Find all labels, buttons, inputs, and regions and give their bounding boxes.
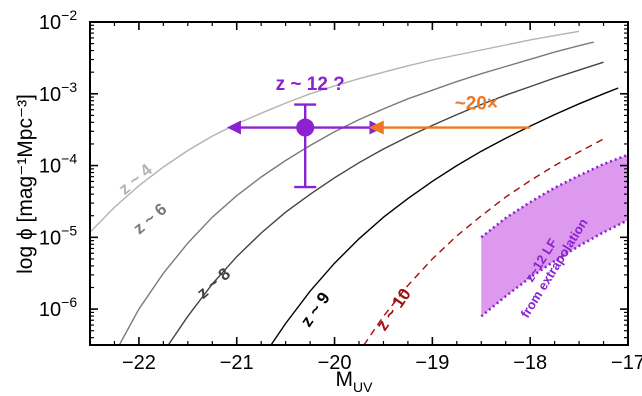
data-point-z12 — [296, 118, 315, 137]
x-tick-label: −17 — [611, 352, 642, 374]
y-tick-label: 10−6 — [39, 294, 77, 321]
lf-curve-2 — [167, 61, 604, 345]
y-tick-label: 10−3 — [39, 79, 77, 106]
y-axis-label: log ϕ [mag⁻¹Mpc⁻³] — [14, 94, 37, 274]
ticks-layer: −22 −21 −20 −19 −18 −17 10−6 10−5 10−4 10−3 10−2 — [39, 7, 642, 374]
band-lower-edge — [480, 218, 628, 318]
arrow-left-head — [226, 120, 241, 135]
y-tick-label: 10−5 — [39, 222, 77, 249]
x-tick-label: −19 — [415, 352, 449, 374]
x-axis-label: MUV — [336, 368, 374, 395]
x-tick-label: −22 — [122, 352, 156, 374]
curves-layer — [90, 30, 619, 345]
curve-label-1: z ~ 6 — [130, 199, 171, 238]
point-label: z ~ 12 ? — [276, 74, 345, 95]
x-tick-label: −20 — [318, 352, 352, 374]
curve-label-4: z ~ 10 — [372, 285, 414, 334]
offset-arrow-head — [368, 120, 384, 135]
lf-curve-4 — [363, 138, 604, 345]
plot-frame — [89, 21, 629, 346]
x-tick-label: −18 — [513, 352, 547, 374]
y-tick-label: 10−2 — [39, 7, 77, 34]
lf-curve-0 — [90, 30, 580, 233]
y-tick-label: 10−4 — [39, 151, 77, 178]
band-layer — [480, 153, 628, 318]
band-upper-edge — [480, 153, 628, 239]
curve-label-2: z ~ 8 — [193, 264, 234, 303]
extrapolation-band — [481, 154, 628, 317]
curve-label-3: z ~ 9 — [297, 289, 334, 330]
lf-curve-3 — [270, 87, 619, 345]
x-tick-label: −21 — [220, 352, 254, 374]
offset-arrow-label: ~20× — [455, 94, 498, 115]
curve-label-0: z ~ 4 — [115, 160, 156, 199]
x-axis-label-sub: UV — [353, 379, 373, 395]
lf-curve-1 — [118, 41, 594, 345]
